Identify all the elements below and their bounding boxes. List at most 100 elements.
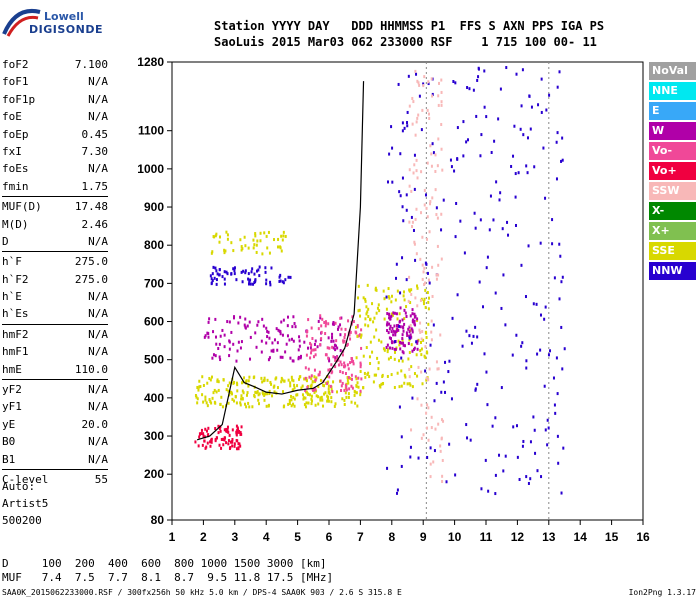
echo-point [331, 390, 334, 394]
echo-point [355, 356, 358, 360]
y-tick-label: 80 [151, 513, 165, 527]
echo-point [409, 445, 412, 449]
echo-point [309, 384, 312, 388]
echo-point [425, 206, 428, 210]
echo-point [386, 321, 389, 325]
echo-point [434, 153, 437, 157]
echo-point [350, 377, 353, 381]
echo-point [500, 306, 503, 310]
echo-point [289, 356, 292, 360]
echo-point [220, 437, 223, 441]
param-row: h`Es N/A [2, 305, 108, 322]
echo-point [480, 487, 483, 491]
echo-point [313, 390, 316, 394]
echo-point [547, 353, 550, 357]
echo-point [414, 69, 417, 73]
param-row: fxI 7.30 [2, 143, 108, 160]
echo-point [292, 379, 295, 383]
param-value: 110.0 [74, 362, 108, 376]
echo-point [270, 349, 273, 353]
echo-point [561, 275, 564, 279]
echo-point [505, 66, 508, 70]
echo-point [284, 234, 287, 238]
echo-point [398, 405, 401, 409]
echo-point [279, 279, 282, 283]
echo-point [418, 83, 421, 87]
echo-point [403, 381, 406, 385]
auto-scaling-info: Auto: Artist5 500200 [2, 478, 48, 529]
echo-point [425, 336, 428, 340]
echo-point [394, 350, 397, 354]
echo-point [420, 370, 423, 374]
echo-point [436, 244, 439, 248]
echo-point [211, 356, 214, 360]
echo-point [408, 220, 411, 224]
echo-point [319, 396, 322, 400]
echo-point [226, 320, 229, 324]
echo-point [194, 440, 197, 444]
echo-point [398, 324, 401, 328]
echo-point [279, 355, 282, 359]
echo-point [476, 382, 479, 386]
echo-point [225, 270, 228, 274]
echo-point [311, 380, 314, 384]
echo-point [540, 475, 543, 479]
echo-point [281, 378, 284, 382]
echo-point [318, 373, 321, 377]
header-line2: SaoLuis 2015 Mar03 062 233000 RSF 1 715 … [214, 35, 597, 49]
echo-point [204, 398, 207, 402]
echo-point [226, 430, 229, 434]
echo-point [408, 367, 411, 371]
echo-point [269, 380, 272, 384]
echo-point [240, 270, 243, 274]
echo-point [543, 384, 546, 388]
echo-point [390, 312, 393, 316]
echo-point [429, 343, 432, 347]
legend-item: Vo+ [649, 162, 696, 180]
echo-point [410, 189, 413, 193]
echo-point [230, 330, 233, 334]
echo-point [211, 396, 214, 400]
echo-point [415, 353, 418, 357]
param-row: h`F2 275.0 [2, 271, 108, 288]
echo-point [233, 399, 236, 403]
echo-point [439, 444, 442, 448]
echo-point [254, 234, 257, 238]
echo-point [252, 282, 255, 286]
echo-point [444, 360, 447, 364]
x-tick-label: 12 [511, 530, 525, 544]
echo-point [532, 415, 535, 419]
echo-point [332, 339, 335, 343]
echo-point [278, 275, 281, 279]
echo-point [252, 246, 255, 250]
echo-point [274, 377, 277, 381]
param-value: N/A [88, 327, 108, 341]
echo-point [235, 381, 238, 385]
echo-point [366, 283, 369, 287]
echo-point [301, 384, 304, 388]
echo-point [329, 367, 332, 371]
echo-point [283, 379, 286, 383]
echo-point [282, 405, 285, 409]
echo-point [525, 164, 528, 168]
echo-point [290, 337, 293, 341]
echo-point [235, 430, 238, 434]
echo-point [419, 321, 422, 325]
echo-point [310, 394, 313, 398]
echo-point [212, 353, 215, 357]
echo-point [427, 82, 430, 86]
echo-point [399, 325, 402, 329]
param-value: 55 [94, 472, 108, 486]
echo-point [389, 324, 392, 328]
echo-point [327, 368, 330, 372]
param-name: foEs [2, 162, 29, 176]
echo-point [399, 152, 402, 156]
echo-point [442, 419, 445, 423]
echo-point [303, 340, 306, 344]
param-row: yE 20.0 [2, 416, 108, 433]
echo-point [527, 481, 530, 485]
param-value: N/A [88, 290, 108, 304]
x-tick-label: 8 [388, 530, 395, 544]
echo-point [474, 387, 477, 391]
echo-point [324, 391, 327, 395]
